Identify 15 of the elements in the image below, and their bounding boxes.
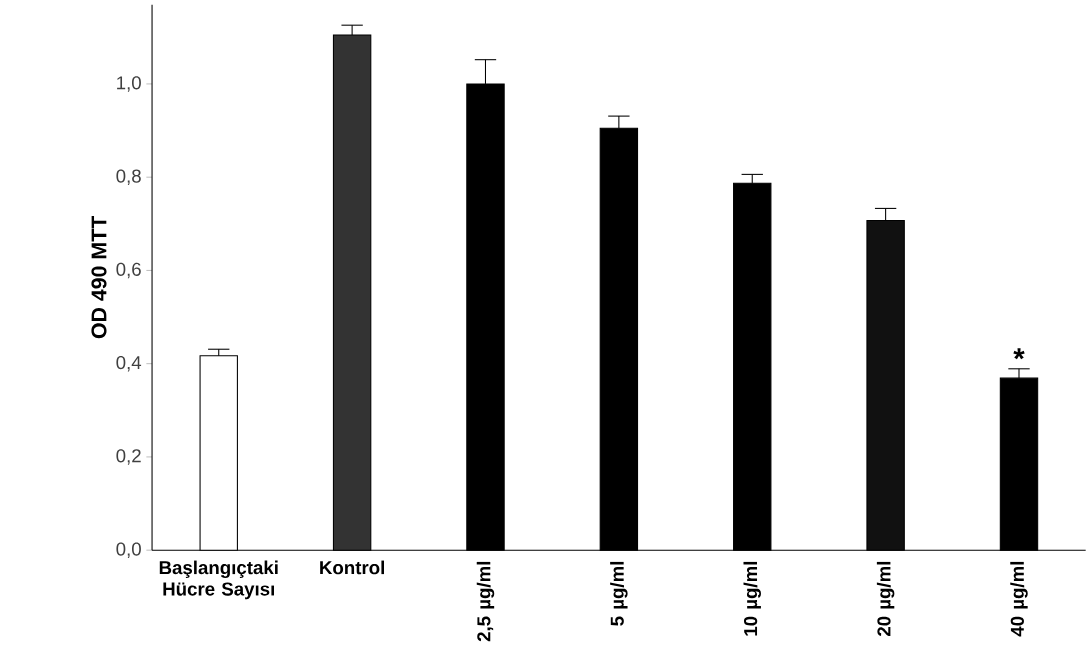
y-tick-label: 0,6 [116, 262, 141, 279]
x-tick-label: 40 µg/ml [1010, 561, 1028, 637]
y-tick-label: 1,0 [117, 76, 141, 92]
y-tick-label: 0,0 [116, 542, 141, 558]
y-tick-label: 0,2 [116, 449, 141, 465]
annotation: * [1013, 348, 1025, 360]
x-tick-label: 20 µg/ml [876, 561, 895, 636]
x-tick-label: Başlangıçtaki Hücre Sayısı [159, 560, 278, 600]
x-tick-label: 5 µg/ml [610, 561, 628, 626]
y-tick-label: 0,8 [116, 169, 141, 185]
x-tick-label: Kontrol [320, 560, 384, 575]
x-tick-label: 2,5 µg/ml [476, 561, 495, 642]
y-tick-label: 0,4 [116, 355, 142, 372]
y-axis-title: OD 490 MTT [91, 215, 107, 339]
x-tick-label: 10 µg/ml [743, 561, 761, 636]
